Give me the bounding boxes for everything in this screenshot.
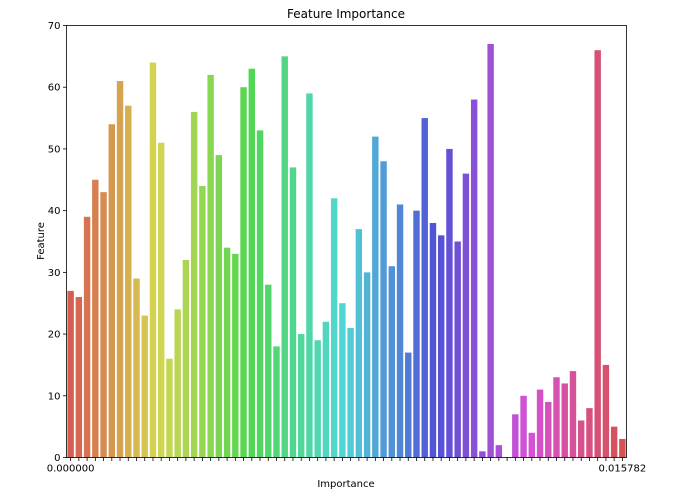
bar-31 — [322, 321, 330, 458]
x-axis-label: Importance — [317, 479, 374, 490]
bar-6 — [116, 81, 124, 458]
bar-36 — [363, 272, 371, 458]
y-axis: 0 10 20 30 40 50 60 70 — [48, 21, 67, 464]
bar-38 — [380, 161, 387, 458]
bar-32 — [330, 198, 338, 458]
bar-56 — [528, 432, 535, 458]
bar-3 — [92, 179, 99, 458]
bar-11 — [157, 142, 165, 458]
x-axis: 0.000000 0.015782 — [47, 457, 647, 475]
bar-22 — [248, 68, 255, 458]
bar-1 — [75, 297, 83, 458]
bar-46 — [446, 148, 453, 458]
bar-40 — [396, 204, 404, 458]
bar-59 — [553, 377, 560, 458]
y-tick-label-4: 40 — [48, 206, 61, 217]
x-tick-label-last: 0.015782 — [599, 464, 647, 475]
bar-37 — [372, 136, 379, 458]
bar-23 — [256, 130, 264, 458]
bar-0 — [67, 290, 74, 458]
bars-group — [67, 44, 626, 458]
bar-57 — [536, 389, 544, 458]
bar-51 — [487, 44, 494, 458]
bar-58 — [545, 401, 552, 458]
bar-67 — [619, 438, 626, 458]
bar-15 — [190, 111, 198, 458]
bar-43 — [421, 118, 428, 458]
chart-title: Feature Importance — [287, 7, 405, 21]
bar-33 — [339, 303, 346, 458]
bar-48 — [462, 173, 470, 458]
bar-5 — [108, 124, 115, 458]
bar-61 — [569, 371, 577, 458]
bar-64 — [594, 50, 601, 458]
bar-41 — [405, 352, 412, 458]
bar-52 — [495, 445, 503, 458]
bar-7 — [125, 105, 132, 458]
x-tick-label-first: 0.000000 — [47, 464, 95, 475]
bar-16 — [199, 185, 206, 458]
y-axis-label: Feature — [36, 222, 47, 260]
y-tick-label-0: 0 — [54, 453, 60, 464]
bar-47 — [454, 241, 461, 458]
y-tick-label-7: 70 — [48, 21, 61, 32]
bar-63 — [586, 408, 593, 458]
bar-20 — [232, 253, 239, 458]
bar-66 — [610, 426, 618, 458]
bar-12 — [166, 358, 173, 458]
bar-60 — [561, 383, 568, 458]
bar-14 — [182, 260, 190, 458]
plot-frame — [66, 25, 627, 458]
bar-49 — [470, 99, 478, 458]
bar-28 — [297, 334, 305, 458]
bar-18 — [215, 155, 223, 458]
bar-65 — [602, 364, 610, 458]
bar-55 — [520, 395, 527, 458]
y-tick-label-3: 30 — [48, 268, 61, 279]
y-tick-label-2: 20 — [48, 330, 61, 341]
bar-45 — [437, 235, 445, 458]
bar-17 — [207, 74, 214, 458]
bar-24 — [265, 284, 272, 458]
bar-54 — [512, 414, 519, 458]
bar-25 — [273, 346, 280, 458]
bar-8 — [133, 278, 140, 458]
bar-26 — [281, 56, 288, 458]
bar-29 — [306, 93, 313, 458]
bar-34 — [347, 327, 354, 458]
y-tick-label-5: 50 — [48, 144, 61, 155]
bar-39 — [388, 266, 395, 458]
bar-62 — [577, 420, 585, 458]
bar-19 — [223, 247, 231, 458]
bar-42 — [413, 210, 420, 458]
bar-4 — [100, 192, 107, 458]
y-tick-label-1: 10 — [48, 391, 61, 402]
y-tick-label-6: 60 — [48, 83, 61, 94]
bar-27 — [289, 167, 297, 458]
bar-50 — [479, 451, 486, 458]
bar-2 — [83, 216, 91, 458]
bar-9 — [141, 315, 148, 458]
bar-13 — [174, 309, 181, 458]
bar-10 — [149, 62, 157, 458]
bar-44 — [429, 222, 437, 458]
bar-21 — [240, 87, 247, 458]
bar-35 — [355, 229, 363, 458]
bar-30 — [314, 340, 321, 458]
